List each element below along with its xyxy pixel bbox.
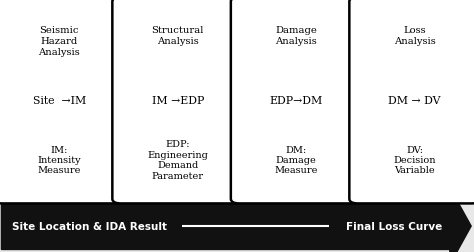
Text: IM →EDP: IM →EDP (152, 96, 204, 106)
Text: EDP:
Engineering
Demand
Parameter: EDP: Engineering Demand Parameter (147, 140, 208, 180)
FancyBboxPatch shape (231, 0, 362, 204)
FancyBboxPatch shape (349, 0, 474, 204)
Text: DM → DV: DM → DV (389, 96, 441, 106)
Text: Loss
Analysis: Loss Analysis (394, 26, 436, 46)
Text: Structural
Analysis: Structural Analysis (152, 26, 204, 46)
Text: DV:
Decision
Variable: DV: Decision Variable (393, 145, 436, 175)
Text: Site Location & IDA Result: Site Location & IDA Result (12, 221, 167, 231)
Text: DM:
Damage
Measure: DM: Damage Measure (274, 145, 318, 175)
Text: IM:
Intensity
Measure: IM: Intensity Measure (37, 145, 81, 175)
FancyBboxPatch shape (112, 0, 243, 204)
Text: Final Loss Curve: Final Loss Curve (346, 221, 442, 231)
Text: Seismic
Hazard
Analysis: Seismic Hazard Analysis (38, 26, 80, 56)
Text: Damage
Analysis: Damage Analysis (275, 26, 317, 46)
FancyArrow shape (1, 188, 471, 252)
FancyBboxPatch shape (0, 0, 125, 204)
Text: Site  →IM: Site →IM (33, 96, 86, 106)
Text: EDP→DM: EDP→DM (270, 96, 323, 106)
